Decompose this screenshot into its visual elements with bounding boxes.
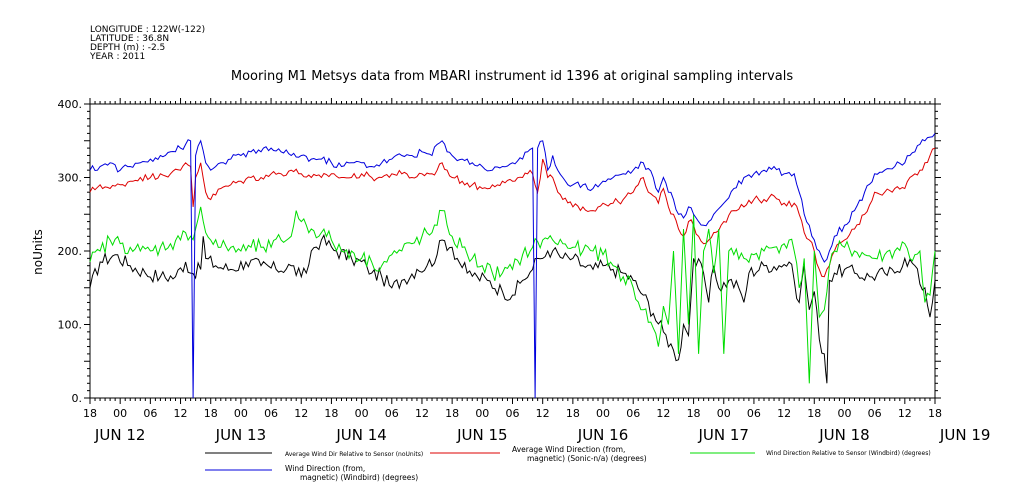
x-hour-label: 06 [264, 407, 278, 420]
x-day-label: JUN 16 [577, 426, 628, 444]
y-tick-label: 0. [72, 392, 83, 405]
y-axis-labels: 0. 100. 200. 300. 400. [58, 98, 83, 405]
legend-label-blue-2: magnetic) (Windbird) (degrees) [300, 473, 418, 482]
y-tick-label: 100. [58, 319, 83, 332]
x-hour-label: 18 [566, 407, 580, 420]
x-hour-label: 18 [807, 407, 821, 420]
y-axis-label: noUnits [31, 229, 45, 275]
x-hour-label: 18 [445, 407, 459, 420]
x-hour-label: 18 [204, 407, 218, 420]
series-line-4 [89, 133, 936, 399]
x-hour-label: 06 [143, 407, 157, 420]
axis-ticks [84, 98, 941, 404]
x-hour-label: 18 [324, 407, 338, 420]
x-hour-label: 00 [717, 407, 731, 420]
x-hour-label: 18 [687, 407, 701, 420]
x-hour-label: 12 [777, 407, 791, 420]
chart-title: Mooring M1 Metsys data from MBARI instru… [231, 69, 793, 84]
series-line-1 [89, 233, 936, 384]
x-hour-label: 06 [747, 407, 761, 420]
x-hour-label: 12 [898, 407, 912, 420]
y-tick-label: 200. [58, 245, 83, 258]
series-line-3 [89, 206, 936, 384]
x-hour-label: 12 [294, 407, 308, 420]
x-hour-label: 12 [174, 407, 188, 420]
x-hour-label: 06 [506, 407, 520, 420]
x-hour-label: 06 [626, 407, 640, 420]
legend-label-green: Wind Direction Relative to Sensor (Windb… [766, 450, 931, 457]
series-layer [89, 133, 936, 399]
y-tick-label: 300. [58, 172, 83, 185]
x-hour-label: 00 [837, 407, 851, 420]
x-hour-label: 00 [234, 407, 248, 420]
x-axis-labels: 18 00 06 12 18 00 06 12 18 00 06 12 18 00 06 12 18 00 06 12… [83, 407, 990, 444]
series-line-2 [89, 147, 936, 278]
x-day-label: JUN 17 [698, 426, 749, 444]
x-hour-label: 18 [83, 407, 97, 420]
x-day-label: JUN 13 [215, 426, 266, 444]
x-day-label: JUN 18 [818, 426, 869, 444]
x-hour-label: 12 [656, 407, 670, 420]
x-hour-label: 00 [113, 407, 127, 420]
x-hour-label: 06 [868, 407, 882, 420]
x-hour-label: 00 [355, 407, 369, 420]
meta-latitude: LATITUDE : 36.8N [90, 34, 169, 44]
legend-label-blue-1: Wind Direction (from, [285, 464, 365, 473]
meta-year: YEAR : 2011 [89, 52, 145, 62]
x-day-label: JUN 19 [939, 426, 990, 444]
x-hour-label: 12 [415, 407, 429, 420]
meta-depth: DEPTH (m) : -2.5 [90, 43, 165, 53]
meta-longitude: LONGITUDE : 122W(-122) [90, 25, 205, 35]
x-hour-label: 00 [596, 407, 610, 420]
legend-label-red-1: Average Wind Direction (from, [512, 445, 625, 454]
x-hour-label: 12 [536, 407, 550, 420]
legend-label-red-2: magnetic) (Sonic-n/a) (degrees) [527, 454, 647, 463]
y-tick-label: 400. [58, 98, 83, 111]
x-day-label: JUN 15 [456, 426, 507, 444]
x-day-label: JUN 12 [94, 426, 145, 444]
x-hour-label: 18 [928, 407, 942, 420]
legend-label-black: Average Wind Dir Relative to Sensor (noU… [285, 451, 423, 458]
x-hour-label: 00 [475, 407, 489, 420]
legend: Average Wind Dir Relative to Sensor (noU… [205, 445, 931, 482]
x-day-label: JUN 14 [335, 426, 386, 444]
x-hour-label: 06 [385, 407, 399, 420]
